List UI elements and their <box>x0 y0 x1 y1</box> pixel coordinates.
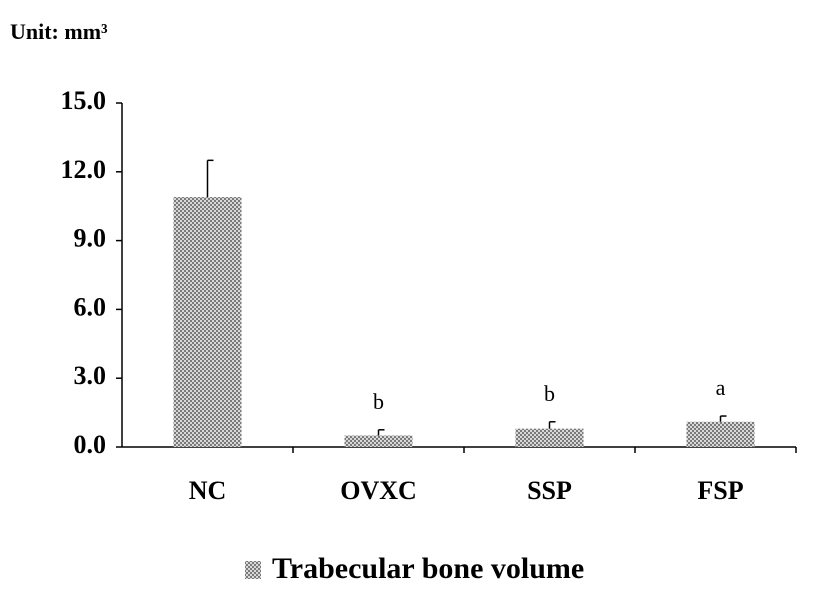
y-tick-label: 12.0 <box>61 155 107 184</box>
significance-label: b <box>544 381 555 406</box>
x-tick-label: FSP <box>697 476 743 505</box>
bar <box>515 428 584 447</box>
y-tick-label: 3.0 <box>74 361 107 390</box>
y-tick-label: 0.0 <box>74 430 107 459</box>
x-tick-label: SSP <box>527 476 572 505</box>
y-tick-label: 15.0 <box>61 86 107 115</box>
x-tick-label: OVXC <box>340 476 417 505</box>
significance-label: b <box>373 389 384 414</box>
bar <box>344 435 413 447</box>
y-tick-label: 6.0 <box>74 292 107 321</box>
error-bar <box>719 415 727 422</box>
legend-swatch <box>245 561 261 579</box>
unit-label: Unit: mm³ <box>10 19 108 44</box>
significance-label: a <box>716 375 726 400</box>
bar <box>686 421 755 447</box>
x-tick-label: NC <box>189 476 227 505</box>
error-bar <box>548 421 556 429</box>
y-tick-label: 9.0 <box>74 224 107 253</box>
bar <box>173 197 242 447</box>
error-bar <box>206 159 214 198</box>
legend-label: Trabecular bone volume <box>272 552 584 585</box>
error-bar <box>377 429 385 436</box>
